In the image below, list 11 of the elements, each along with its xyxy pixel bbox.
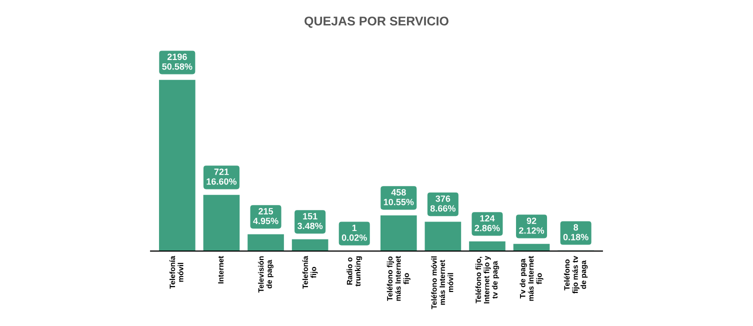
data-label: 376 8.66% [430, 195, 456, 212]
chart-title: QUEJAS POR SERVICIO [304, 16, 448, 28]
data-label: 215 4.95% [253, 208, 278, 224]
data-label: 124 2.86% [474, 215, 500, 232]
data-label: 2196 50.58% [162, 54, 192, 70]
data-label: 458 10.55% [384, 189, 414, 206]
data-label: 151 3.48% [297, 213, 323, 230]
data-label: 721 16.60% [206, 168, 237, 185]
data-label: 92 2.12% [519, 218, 544, 234]
data-label: 8 0.18% [563, 224, 588, 240]
data-label: 1 0.02% [342, 224, 367, 241]
